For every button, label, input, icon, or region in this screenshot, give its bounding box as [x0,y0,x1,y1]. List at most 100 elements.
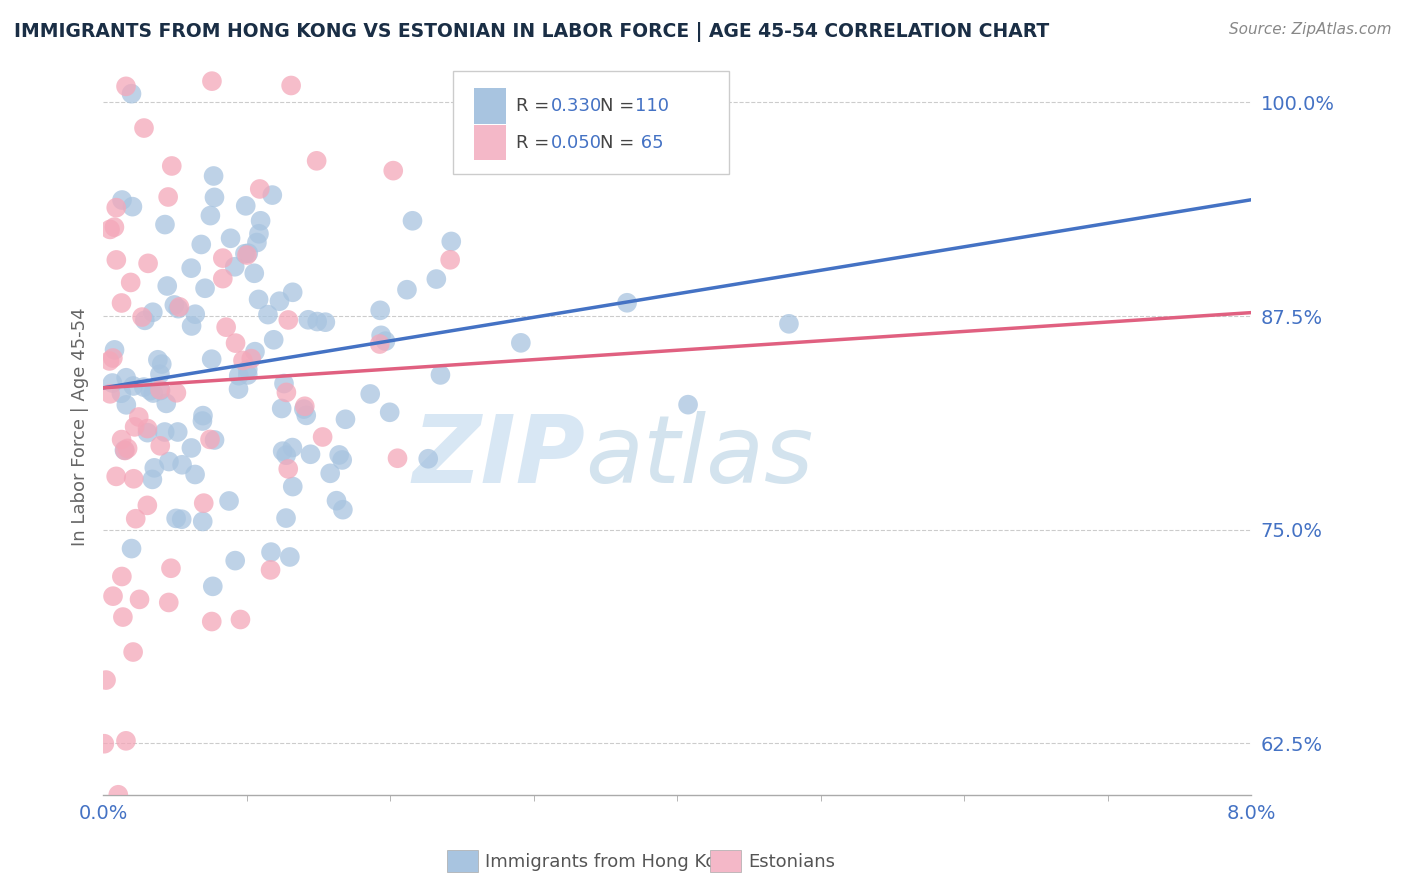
Point [111,610,134,624]
Text: atlas: atlas [585,411,814,502]
FancyBboxPatch shape [474,125,506,161]
Point [330,453,353,467]
Point [153,425,176,439]
Point [142,305,165,319]
Point [180,261,202,276]
Point [201,615,224,629]
Point [122,379,145,393]
Point [125,512,148,526]
Point [98,354,121,368]
Point [368,303,391,318]
Point [136,421,159,435]
Point [274,511,297,525]
Point [194,281,217,295]
Point [169,300,191,314]
Point [105,469,128,483]
Point [157,454,180,468]
Point [778,317,800,331]
Point [184,307,207,321]
Point [269,294,291,309]
Point [425,272,447,286]
Point [121,541,143,556]
Point [240,351,263,366]
Point [294,399,316,413]
Point [277,462,299,476]
Point [224,554,246,568]
Point [328,448,350,462]
Point [121,200,143,214]
Point [257,308,280,322]
Point [314,315,336,329]
Point [136,256,159,270]
Point [439,252,461,267]
Point [103,220,125,235]
Point [156,279,179,293]
Point [418,451,440,466]
Point [149,439,172,453]
Point [382,163,405,178]
Point [676,398,699,412]
Point [235,199,257,213]
Point [202,169,225,183]
Point [395,283,418,297]
Point [204,190,226,204]
Point [160,561,183,575]
Point [111,569,134,583]
FancyBboxPatch shape [474,88,506,124]
Text: 0.330: 0.330 [551,97,602,115]
Point [204,433,226,447]
Point [276,385,298,400]
Point [292,402,315,417]
Point [134,313,156,327]
Point [281,285,304,300]
Point [94,673,117,687]
Text: R =: R = [516,97,555,115]
Point [243,344,266,359]
Point [201,74,224,88]
Point [103,343,125,357]
Point [440,235,463,249]
Point [201,352,224,367]
Point [146,352,169,367]
Point [115,398,138,412]
Point [122,472,145,486]
Point [200,209,222,223]
Text: 110: 110 [634,97,669,115]
Point [198,433,221,447]
Point [273,376,295,391]
Point [368,337,391,351]
Point [281,479,304,493]
Point [295,409,318,423]
FancyBboxPatch shape [453,70,728,174]
Point [249,182,271,196]
Point [263,333,285,347]
Point [105,252,128,267]
Point [141,472,163,486]
Point [124,420,146,434]
Point [387,451,409,466]
Point [211,271,233,285]
Point [236,248,259,262]
Point [157,595,180,609]
Point [224,260,246,274]
Text: N =: N = [600,134,640,152]
Point [319,467,342,481]
Point [153,218,176,232]
Point [277,313,299,327]
Point [232,353,254,368]
Point [101,589,124,603]
Point [228,368,250,383]
Point [236,368,259,382]
Point [281,441,304,455]
Point [149,383,172,397]
Point [142,386,165,401]
Point [236,362,259,376]
Point [280,78,302,93]
Text: IMMIGRANTS FROM HONG KONG VS ESTONIAN IN LABOR FORCE | AGE 45-54 CORRELATION CHA: IMMIGRANTS FROM HONG KONG VS ESTONIAN IN… [14,22,1049,42]
Point [247,293,270,307]
Point [191,409,214,423]
Point [117,442,139,456]
Point [114,443,136,458]
Point [165,511,187,525]
Point [246,235,269,250]
